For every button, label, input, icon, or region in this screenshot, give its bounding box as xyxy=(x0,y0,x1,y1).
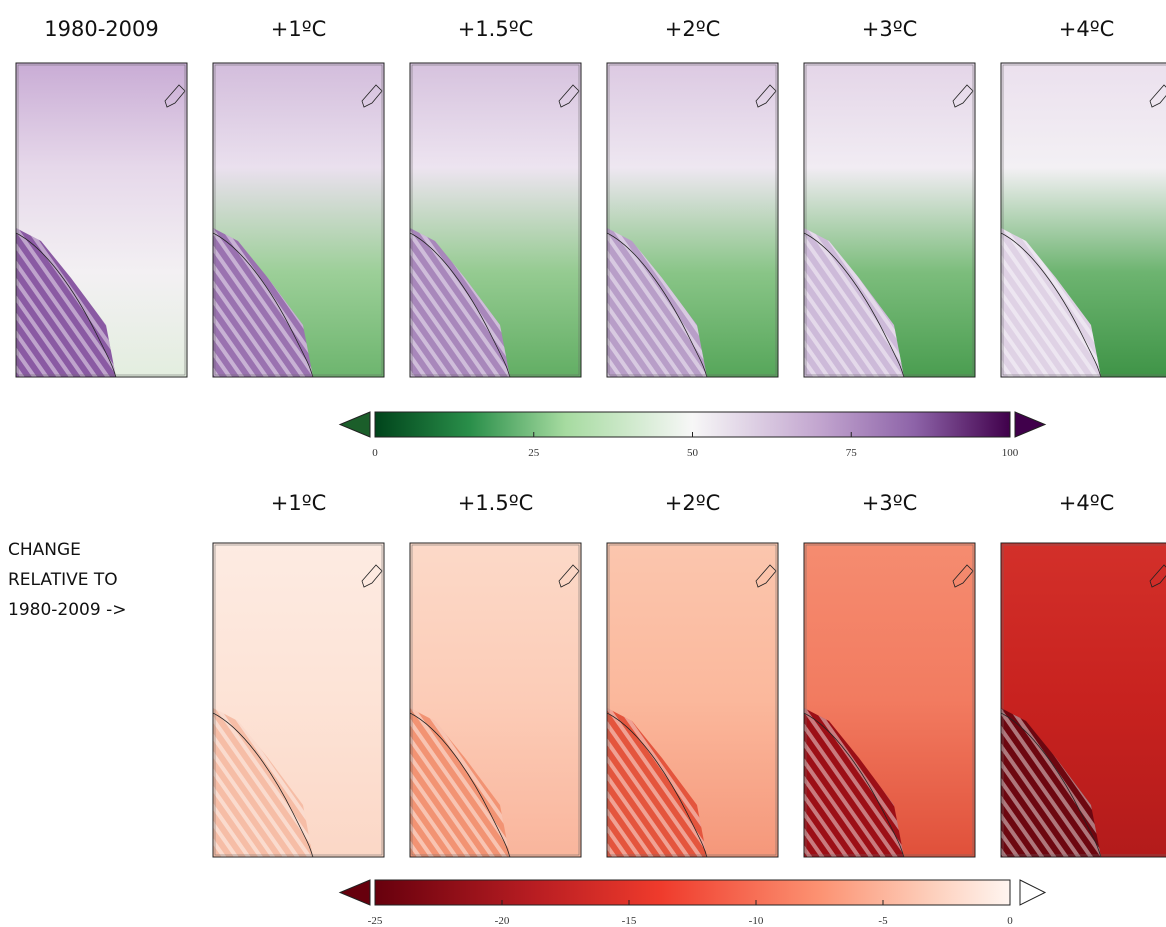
map-panel xyxy=(607,543,778,857)
colorbar-extend xyxy=(1015,412,1045,437)
panel-title: +4ºC xyxy=(1059,17,1115,41)
map-panel xyxy=(607,63,778,377)
panel-title: +1ºC xyxy=(271,17,327,41)
colorbar-tick-label: 25 xyxy=(528,447,540,459)
colorbar-tick-label: 75 xyxy=(846,447,858,459)
colorbar xyxy=(375,880,1010,905)
map-panel xyxy=(213,63,384,377)
colorbar-extend xyxy=(1020,880,1045,905)
colorbar-tick-label: 50 xyxy=(687,447,699,459)
panel-title: +3ºC xyxy=(862,491,918,515)
map-panel xyxy=(410,543,581,857)
figure: CHANGE RELATIVE TO 1980-2009 -> 1980-200… xyxy=(0,0,1166,927)
map-panel xyxy=(213,543,384,857)
map-panel xyxy=(804,63,975,377)
panel-title: +4ºC xyxy=(1059,491,1115,515)
colorbar-extend xyxy=(340,880,370,905)
panel-title: +2ºC xyxy=(665,17,721,41)
panel-title: +2ºC xyxy=(665,491,721,515)
map-panel xyxy=(804,543,975,857)
panel-title: 1980-2009 xyxy=(44,17,158,41)
colorbar-tick-label: -20 xyxy=(495,915,510,927)
colorbar-extend xyxy=(340,412,370,437)
colorbar-tick-label: 0 xyxy=(372,447,378,459)
map-panel xyxy=(1001,63,1166,377)
colorbar-tick-label: -5 xyxy=(878,915,888,927)
side-label: RELATIVE TO xyxy=(8,570,118,590)
panel-title: +1ºC xyxy=(271,491,327,515)
colorbar-tick-label: -10 xyxy=(749,915,764,927)
panel-title: +3ºC xyxy=(862,17,918,41)
panel-title: +1.5ºC xyxy=(458,491,534,515)
side-label: CHANGE xyxy=(8,540,81,560)
colorbar-tick-label: 0 xyxy=(1007,915,1013,927)
map-panel xyxy=(16,63,187,377)
colorbar-tick-label: 100 xyxy=(1002,447,1019,459)
colorbar-tick-label: -15 xyxy=(622,915,637,927)
side-label: 1980-2009 -> xyxy=(8,600,126,620)
colorbar-tick-label: -25 xyxy=(368,915,383,927)
panel-title: +1.5ºC xyxy=(458,17,534,41)
map-panel xyxy=(1001,543,1166,857)
map-panel xyxy=(410,63,581,377)
